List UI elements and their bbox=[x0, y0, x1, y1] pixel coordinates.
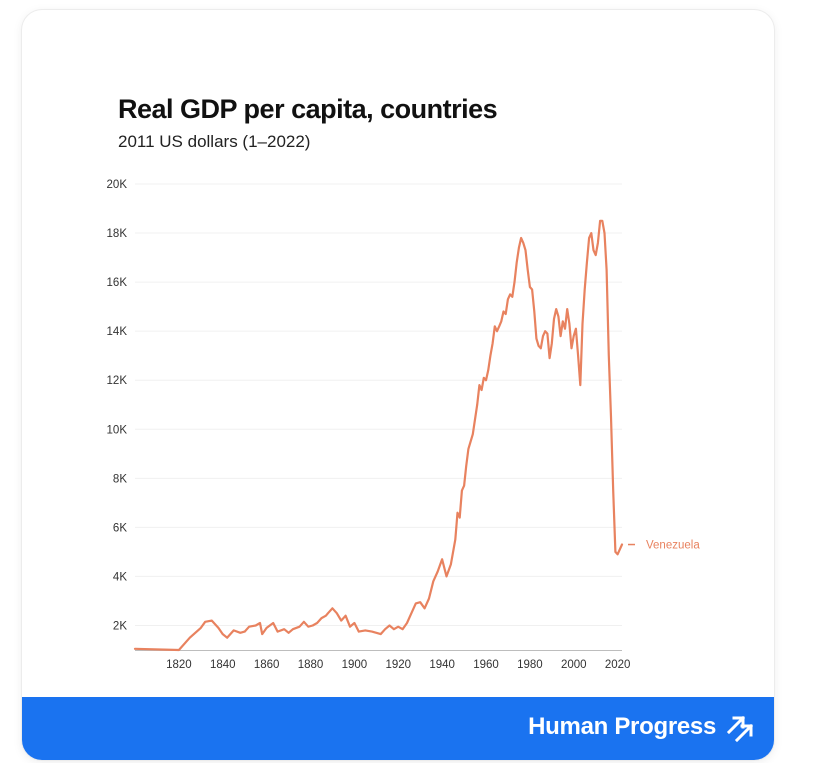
x-tick-label: 1880 bbox=[298, 659, 324, 671]
y-tick-label: 8K bbox=[113, 473, 127, 485]
y-tick-label: 14K bbox=[107, 326, 128, 338]
y-tick-label: 10K bbox=[107, 424, 128, 436]
series-label-venezuela: Venezuela bbox=[646, 540, 700, 552]
x-tick-label: 2000 bbox=[561, 659, 587, 671]
y-tick-label: 2K bbox=[113, 620, 127, 632]
grid-lines bbox=[135, 183, 622, 626]
x-tick-labels: 1820 1840 1860 1880 1900 1920 1940 1960 1980 2000… bbox=[166, 659, 630, 671]
chart-subtitle: 2011 US dollars (1–2022) bbox=[118, 132, 311, 151]
chart-card: Real GDP per capita, countries 2011 US d… bbox=[22, 10, 774, 760]
y-tick-label: 6K bbox=[113, 522, 127, 534]
x-tick-label: 1940 bbox=[429, 659, 455, 671]
footer-bar: Human Progress bbox=[22, 697, 774, 760]
y-tick-label: 16K bbox=[107, 277, 128, 289]
x-tick-label: 1840 bbox=[210, 659, 236, 671]
series-line-venezuela bbox=[133, 219, 624, 652]
x-tick-label: 1820 bbox=[166, 659, 192, 671]
x-tick-label: 1960 bbox=[473, 659, 499, 671]
series-labels: Venezuela bbox=[628, 540, 700, 552]
x-tick-label: 1980 bbox=[517, 659, 543, 671]
y-tick-label: 20K bbox=[107, 179, 128, 191]
x-tick-label: 2020 bbox=[605, 659, 631, 671]
y-tick-labels: 2K 4K 6K 8K 10K 12K 14K 16K 18K 20K bbox=[107, 179, 128, 632]
chart-title: Real GDP per capita, countries bbox=[118, 94, 498, 124]
brand-logo-text[interactable]: Human Progress bbox=[528, 713, 716, 740]
x-tick-label: 1900 bbox=[342, 659, 368, 671]
double-arrow-up-right-icon bbox=[724, 711, 760, 752]
series-lines bbox=[133, 219, 624, 652]
x-tick-label: 1920 bbox=[385, 659, 411, 671]
y-tick-label: 12K bbox=[107, 375, 128, 387]
x-tick-label: 1860 bbox=[254, 659, 280, 671]
y-tick-label: 4K bbox=[113, 571, 127, 583]
y-tick-label: 18K bbox=[107, 228, 128, 240]
